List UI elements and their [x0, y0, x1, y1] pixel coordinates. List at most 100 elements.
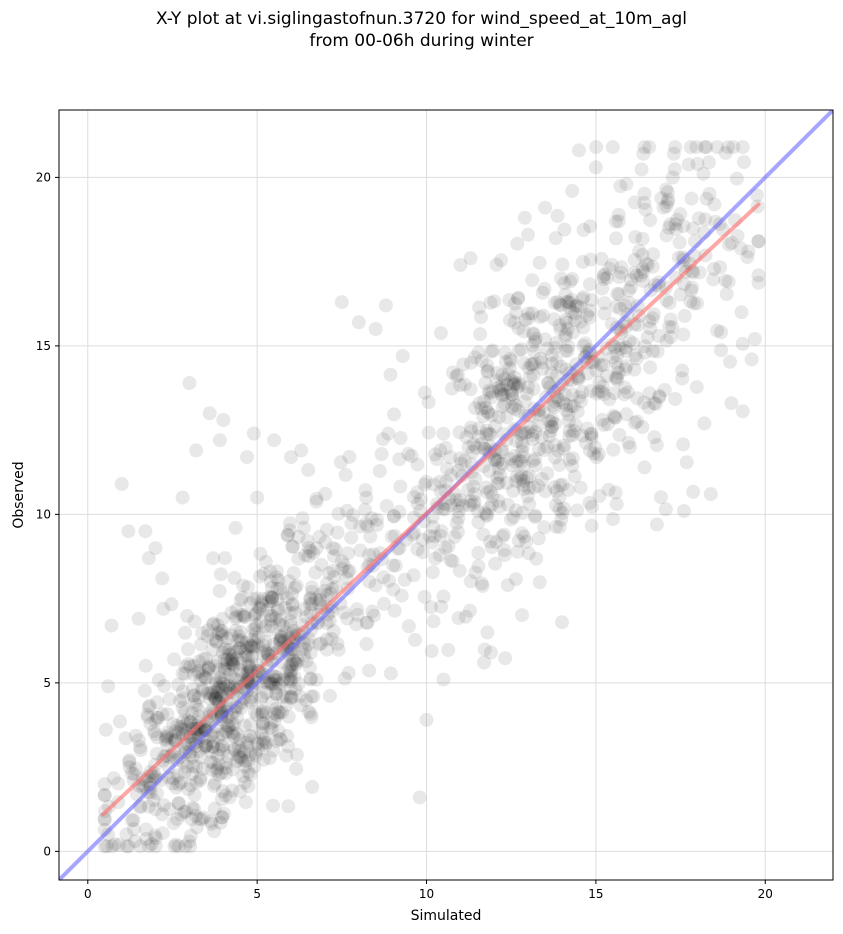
- scatter-point: [243, 638, 258, 653]
- scatter-point: [406, 568, 421, 583]
- scatter-point: [269, 686, 283, 701]
- scatter-point: [594, 251, 609, 266]
- scatter-point: [312, 637, 327, 652]
- scatter-point: [119, 827, 134, 842]
- scatter-point: [451, 511, 466, 525]
- scatter-point: [636, 274, 650, 288]
- scatter-point: [619, 407, 634, 422]
- scatter-point: [243, 639, 258, 654]
- scatter-point: [168, 837, 183, 852]
- scatter-point: [511, 343, 526, 358]
- scatter-point: [410, 496, 425, 511]
- scatter-point: [259, 735, 274, 750]
- scatter-point: [425, 565, 440, 580]
- scatter-point: [155, 707, 170, 722]
- scatter-point: [208, 690, 223, 705]
- scatter-point: [452, 425, 467, 440]
- scatter-point: [592, 375, 607, 390]
- scatter-point: [480, 364, 495, 379]
- scatter-point: [330, 525, 345, 540]
- scatter-point: [275, 705, 289, 720]
- scatter-point: [199, 738, 214, 753]
- scatter-point: [459, 430, 474, 445]
- scatter-point: [227, 729, 242, 744]
- scatter-point: [435, 501, 450, 516]
- scatter-point: [283, 672, 298, 687]
- scatter-point: [99, 839, 114, 854]
- scatter-point: [613, 179, 628, 194]
- scatter-point: [575, 385, 590, 400]
- scatter-point: [256, 752, 271, 767]
- scatter-point: [473, 327, 488, 342]
- scatter-point: [149, 746, 164, 761]
- scatter-point: [241, 658, 255, 673]
- scatter-point: [668, 140, 683, 155]
- scatter-point: [589, 140, 604, 155]
- scatter-point: [180, 713, 195, 728]
- scatter-point: [255, 736, 270, 751]
- scatter-point: [516, 449, 531, 464]
- scatter-point: [141, 700, 156, 715]
- scatter-point: [247, 608, 262, 623]
- scatter-point: [421, 395, 436, 410]
- scatter-point: [564, 305, 579, 319]
- scatter-point: [233, 624, 248, 639]
- scatter-point: [237, 609, 252, 624]
- scatter-point: [526, 381, 541, 396]
- scatter-point: [178, 666, 193, 681]
- scatter-point: [265, 590, 280, 605]
- scatter-point: [237, 609, 252, 624]
- scatter-point: [477, 642, 492, 657]
- scatter-point: [206, 617, 221, 632]
- scatter-point: [328, 542, 343, 557]
- scatter-point: [490, 470, 505, 485]
- scatter-point: [276, 586, 291, 601]
- scatter-point: [209, 635, 224, 649]
- scatter-point: [274, 676, 289, 691]
- scatter-point: [284, 664, 299, 679]
- scatter-point: [159, 731, 174, 746]
- scatter-point: [192, 654, 206, 669]
- scatter-point: [521, 480, 536, 495]
- scatter-point: [262, 751, 277, 765]
- scatter-point: [212, 742, 227, 757]
- scatter-point: [247, 730, 261, 744]
- scatter-point: [676, 437, 691, 452]
- scatter-point: [422, 529, 437, 544]
- scatter-point: [191, 663, 206, 678]
- scatter-point: [208, 673, 223, 688]
- scatter-point: [319, 642, 334, 657]
- scatter-point: [278, 625, 293, 640]
- scatter-point: [516, 473, 531, 488]
- scatter-point: [272, 732, 287, 747]
- scatter-point: [461, 482, 476, 497]
- scatter-point: [484, 408, 499, 423]
- scatter-point: [724, 396, 739, 411]
- scatter-point: [160, 707, 175, 722]
- scatter-point: [259, 685, 274, 700]
- scatter-point: [220, 631, 235, 646]
- scatter-point: [531, 418, 546, 433]
- scatter-point: [525, 273, 540, 288]
- scatter-point: [317, 583, 332, 598]
- scatter-point: [249, 707, 264, 722]
- scatter-point: [612, 287, 627, 302]
- scatter-point: [241, 752, 256, 767]
- scatter-point: [453, 493, 468, 508]
- scatter-point: [231, 633, 246, 648]
- scatter-point: [471, 545, 486, 560]
- scatter-point: [263, 564, 278, 579]
- scatter-point: [249, 618, 264, 633]
- scatter-point: [269, 673, 284, 687]
- scatter-point: [217, 642, 232, 657]
- scatter-point: [200, 629, 215, 644]
- scatter-point: [552, 490, 567, 505]
- scatter-point: [141, 839, 156, 854]
- scatter-point: [200, 714, 215, 728]
- scatter-point: [562, 300, 577, 314]
- scatter-point: [193, 672, 208, 687]
- scatter-point: [503, 352, 517, 366]
- scatter-point: [528, 334, 542, 349]
- scatter-point: [735, 140, 750, 155]
- scatter-point: [262, 589, 277, 604]
